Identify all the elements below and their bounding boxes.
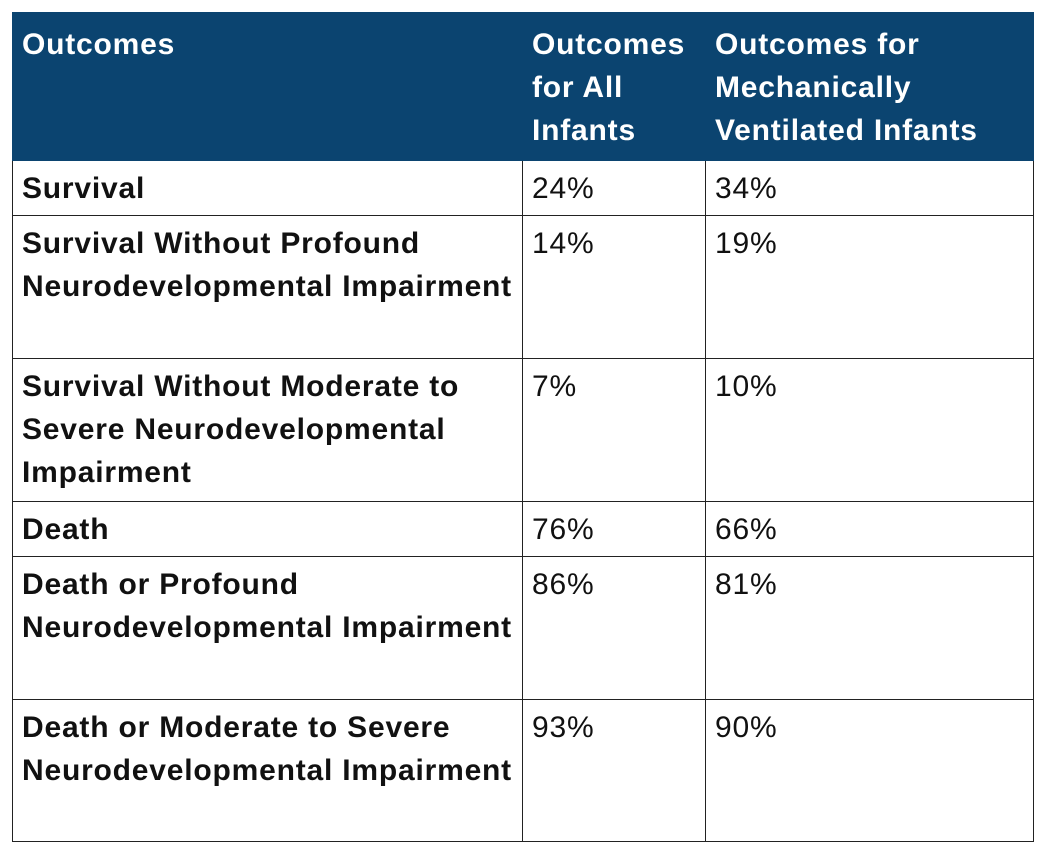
outcome-value: 90% xyxy=(705,699,1034,842)
header-cell: Outcomes for All Infants xyxy=(522,12,706,161)
table-body: Survival 24% 34% Survival Without Profound … xyxy=(12,160,1034,842)
outcome-value: 19% xyxy=(705,215,1034,359)
table-row: Survival Without Profound Neurodevelopme… xyxy=(12,215,1034,359)
header-cell: Outcomes xyxy=(12,12,523,161)
outcome-value: 14% xyxy=(522,215,706,359)
outcome-label: Death or Profound Neurodevelopmental Imp… xyxy=(12,556,523,700)
outcome-label: Death or Moderate to Severe Neurodevelop… xyxy=(12,699,523,842)
outcome-value: 10% xyxy=(705,358,1034,502)
outcome-label: Death xyxy=(12,501,523,557)
outcome-value: 81% xyxy=(705,556,1034,700)
table-row: Death or Moderate to Severe Neurodevelop… xyxy=(12,699,1034,842)
table-row: Death or Profound Neurodevelopmental Imp… xyxy=(12,556,1034,700)
outcome-value: 34% xyxy=(705,160,1034,216)
header-cell: Outcomes for Mechanically Ventilated Inf… xyxy=(705,12,1034,161)
header-row: Outcomes Outcomes for All Infants Outcomes… xyxy=(12,12,1034,161)
outcome-label: Survival Without Moderate to Severe Neur… xyxy=(12,358,523,502)
outcome-label: Survival xyxy=(12,160,523,216)
table-header: Outcomes Outcomes for All Infants Outcomes… xyxy=(12,12,1034,161)
outcome-value: 24% xyxy=(522,160,706,216)
outcome-label: Survival Without Profound Neurodevelopme… xyxy=(12,215,523,359)
outcome-value: 76% xyxy=(522,501,706,557)
outcome-value: 93% xyxy=(522,699,706,842)
outcome-value: 66% xyxy=(705,501,1034,557)
table-row: Survival Without Moderate to Severe Neur… xyxy=(12,358,1034,502)
outcomes-table: Outcomes Outcomes for All Infants Outcomes… xyxy=(12,12,1034,842)
table-row: Survival 24% 34% xyxy=(12,160,1034,216)
outcome-value: 7% xyxy=(522,358,706,502)
outcome-value: 86% xyxy=(522,556,706,700)
table-row: Death 76% 66% xyxy=(12,501,1034,557)
